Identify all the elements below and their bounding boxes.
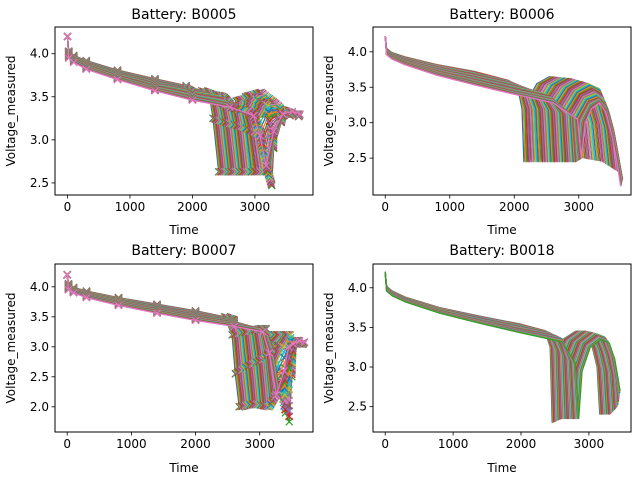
series-line (384, 271, 619, 420)
x-tick-label: 2000 (499, 200, 530, 214)
x-tick-label: 1000 (438, 437, 469, 451)
series-marker (281, 393, 289, 402)
y-axis-label: Voltage_measured (4, 293, 18, 404)
plot-frame (372, 26, 632, 196)
x-axis-label: Time (168, 223, 198, 237)
plot-frame (54, 263, 314, 433)
series-marker (265, 348, 274, 357)
x-tick-label: 2000 (177, 200, 208, 214)
subplot-b0018: Battery: B0018 0 1000 2000 3000 2.5 3.0 3.5 4.0… (322, 243, 632, 475)
series-marker (288, 107, 297, 116)
series-marker (151, 86, 159, 95)
y-tick-label: 3.5 (30, 310, 49, 324)
x-tick-label: 0 (63, 437, 71, 451)
series-marker (265, 116, 274, 125)
y-tick-label: 2.0 (30, 400, 49, 414)
x-axis-label: Time (486, 461, 516, 475)
subplot-b0007: Battery: B0007 0 1000 2000 3000 2.0 2.5 3.0 3.5… (4, 243, 314, 475)
y-tick-label: 3.0 (30, 340, 49, 354)
x-tick-label: 1000 (116, 437, 147, 451)
y-tick-label: 4.0 (30, 280, 49, 294)
series-marker (286, 330, 295, 339)
series-marker (280, 366, 289, 375)
series-line (384, 36, 623, 183)
series-marker (279, 110, 287, 118)
y-tick-label: 2.5 (30, 176, 49, 190)
x-axis-label: Time (486, 223, 516, 237)
plot-frame (54, 26, 314, 196)
x-tick-label: 3000 (240, 200, 271, 214)
subplot-title: Battery: B0018 (449, 243, 554, 259)
y-tick-label: 4.0 (348, 45, 367, 59)
series-line (384, 271, 621, 420)
series-marker (249, 111, 258, 120)
series-marker (153, 309, 161, 318)
y-axis-label: Voltage_measured (322, 293, 336, 404)
series-marker (266, 123, 275, 131)
subplot-b0006: Battery: B0006 0 1000 2000 3000 2.5 3.0 3.5 4.0… (322, 7, 632, 237)
x-axis-label: Time (168, 461, 198, 475)
y-tick-label: 3.5 (348, 80, 367, 94)
series-marker (82, 65, 91, 74)
series-marker (272, 390, 281, 399)
plot-frame (372, 263, 632, 433)
subplot-title: Battery: B0006 (449, 7, 554, 23)
series-marker (300, 338, 309, 346)
x-tick-label: 0 (381, 200, 389, 214)
series-marker (82, 293, 91, 302)
series-marker (64, 285, 73, 294)
series-marker (284, 342, 293, 351)
series-marker (266, 119, 274, 128)
x-tick-label: 0 (64, 200, 72, 214)
y-tick-label: 3.0 (348, 360, 367, 374)
series-line (384, 36, 622, 187)
series-marker (69, 288, 78, 297)
series-marker (63, 32, 72, 41)
series-marker (263, 101, 272, 110)
series-marker (114, 301, 123, 310)
x-tick-label: 2000 (180, 437, 211, 451)
series-marker (191, 316, 200, 325)
y-tick-label: 2.5 (348, 400, 367, 414)
x-tick-label: 3000 (574, 437, 605, 451)
series-marker (263, 164, 271, 173)
y-tick-label: 2.5 (348, 151, 367, 165)
series-marker (113, 75, 122, 84)
y-tick-label: 2.5 (30, 370, 49, 384)
x-tick-label: 1000 (115, 200, 146, 214)
y-tick-label: 3.0 (348, 116, 367, 130)
series-marker (230, 322, 238, 331)
series-marker (69, 58, 78, 67)
series-marker (289, 339, 298, 348)
y-axis-label: Voltage_measured (4, 56, 18, 167)
x-tick-label: 3000 (563, 200, 594, 214)
y-tick-label: 3.0 (30, 133, 49, 147)
x-tick-label: 2000 (506, 437, 537, 451)
series-marker (188, 96, 197, 105)
series-marker (225, 103, 234, 112)
subplot-title: Battery: B0005 (131, 7, 236, 23)
series-marker (255, 131, 264, 140)
y-tick-label: 3.5 (30, 90, 49, 104)
series-marker (262, 163, 271, 172)
series-marker (63, 270, 72, 279)
series-marker (286, 333, 295, 342)
series-marker (259, 327, 267, 336)
y-tick-label: 4.0 (30, 47, 49, 61)
subplot-title: Battery: B0007 (131, 243, 236, 259)
x-tick-label: 0 (381, 437, 389, 451)
x-tick-label: 3000 (244, 437, 275, 451)
series-marker (262, 161, 271, 170)
y-axis-label: Voltage_measured (322, 56, 336, 167)
y-tick-label: 4.0 (348, 281, 367, 295)
x-tick-label: 1000 (434, 200, 465, 214)
series-marker (280, 390, 289, 399)
series-marker (295, 110, 304, 118)
y-tick-label: 3.5 (348, 320, 367, 334)
subplot-b0005: Battery: B0005 0 1000 2000 3000 2.5 3.0 3.5 4.0… (4, 7, 314, 237)
series-marker (269, 127, 278, 136)
